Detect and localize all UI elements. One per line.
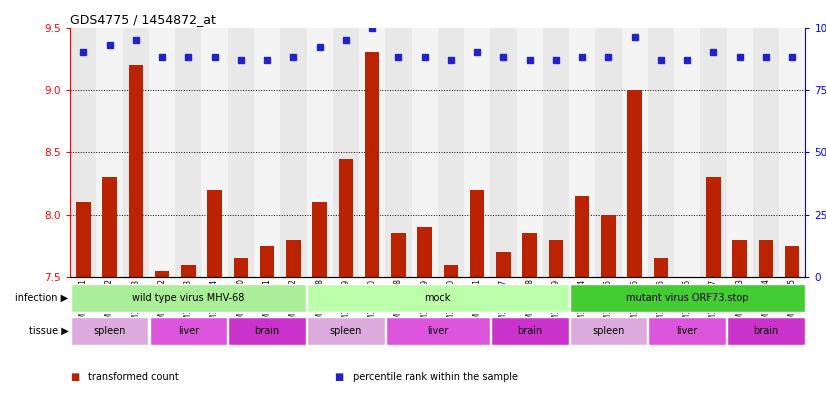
- Bar: [779, 28, 805, 277]
- Bar: [628, 90, 642, 277]
- Bar: [752, 28, 779, 277]
- Bar: [601, 215, 615, 277]
- Text: liver: liver: [676, 326, 698, 336]
- Bar: [202, 28, 228, 277]
- Bar: [470, 190, 484, 277]
- Bar: [260, 246, 274, 277]
- Bar: [149, 28, 175, 277]
- Bar: [523, 233, 537, 277]
- Bar: [575, 196, 590, 277]
- Bar: [181, 264, 196, 277]
- FancyBboxPatch shape: [150, 317, 227, 345]
- Bar: [674, 28, 700, 277]
- Bar: [102, 177, 116, 277]
- FancyBboxPatch shape: [71, 284, 306, 312]
- FancyBboxPatch shape: [648, 317, 726, 345]
- Text: tissue ▶: tissue ▶: [29, 326, 69, 336]
- Text: GDS4775 / 1454872_at: GDS4775 / 1454872_at: [70, 13, 216, 26]
- Text: brain: brain: [254, 326, 280, 336]
- Bar: [228, 28, 254, 277]
- FancyBboxPatch shape: [386, 317, 490, 345]
- Bar: [700, 28, 727, 277]
- Bar: [155, 271, 169, 277]
- Bar: [365, 52, 379, 277]
- Bar: [70, 28, 97, 277]
- Text: percentile rank within the sample: percentile rank within the sample: [353, 372, 518, 382]
- Text: infection ▶: infection ▶: [16, 293, 69, 303]
- Text: liver: liver: [178, 326, 199, 336]
- Bar: [733, 240, 747, 277]
- Bar: [254, 28, 280, 277]
- Bar: [653, 258, 668, 277]
- FancyBboxPatch shape: [570, 317, 648, 345]
- Bar: [76, 202, 91, 277]
- Bar: [438, 28, 464, 277]
- Text: ■: ■: [70, 372, 79, 382]
- Bar: [175, 28, 202, 277]
- Text: mutant virus ORF73.stop: mutant virus ORF73.stop: [626, 293, 748, 303]
- Bar: [596, 28, 621, 277]
- Bar: [727, 28, 752, 277]
- FancyBboxPatch shape: [307, 284, 568, 312]
- Bar: [621, 28, 648, 277]
- Bar: [392, 233, 406, 277]
- Bar: [569, 28, 596, 277]
- Bar: [312, 202, 327, 277]
- Bar: [359, 28, 385, 277]
- Text: spleen: spleen: [93, 326, 126, 336]
- Bar: [706, 177, 720, 277]
- FancyBboxPatch shape: [71, 317, 149, 345]
- Bar: [286, 240, 301, 277]
- Text: transformed count: transformed count: [88, 372, 179, 382]
- Bar: [417, 227, 432, 277]
- Text: mock: mock: [425, 293, 451, 303]
- Text: brain: brain: [517, 326, 543, 336]
- Bar: [333, 28, 359, 277]
- Text: wild type virus MHV-68: wild type virus MHV-68: [132, 293, 244, 303]
- Bar: [785, 246, 800, 277]
- Bar: [280, 28, 306, 277]
- Bar: [496, 252, 510, 277]
- Text: spleen: spleen: [330, 326, 362, 336]
- Text: brain: brain: [753, 326, 779, 336]
- Bar: [444, 264, 458, 277]
- FancyBboxPatch shape: [727, 317, 805, 345]
- Bar: [234, 258, 248, 277]
- Bar: [385, 28, 411, 277]
- Text: liver: liver: [427, 326, 449, 336]
- Text: spleen: spleen: [592, 326, 624, 336]
- Bar: [339, 158, 353, 277]
- Bar: [207, 190, 222, 277]
- Bar: [759, 240, 773, 277]
- Text: ■: ■: [335, 372, 344, 382]
- Bar: [129, 65, 143, 277]
- Bar: [306, 28, 333, 277]
- Bar: [491, 28, 516, 277]
- FancyBboxPatch shape: [228, 317, 306, 345]
- Bar: [464, 28, 491, 277]
- Bar: [97, 28, 123, 277]
- Bar: [648, 28, 674, 277]
- Bar: [516, 28, 543, 277]
- FancyBboxPatch shape: [307, 317, 385, 345]
- FancyBboxPatch shape: [570, 284, 805, 312]
- Bar: [411, 28, 438, 277]
- Bar: [548, 240, 563, 277]
- FancyBboxPatch shape: [491, 317, 568, 345]
- Bar: [543, 28, 569, 277]
- Bar: [123, 28, 149, 277]
